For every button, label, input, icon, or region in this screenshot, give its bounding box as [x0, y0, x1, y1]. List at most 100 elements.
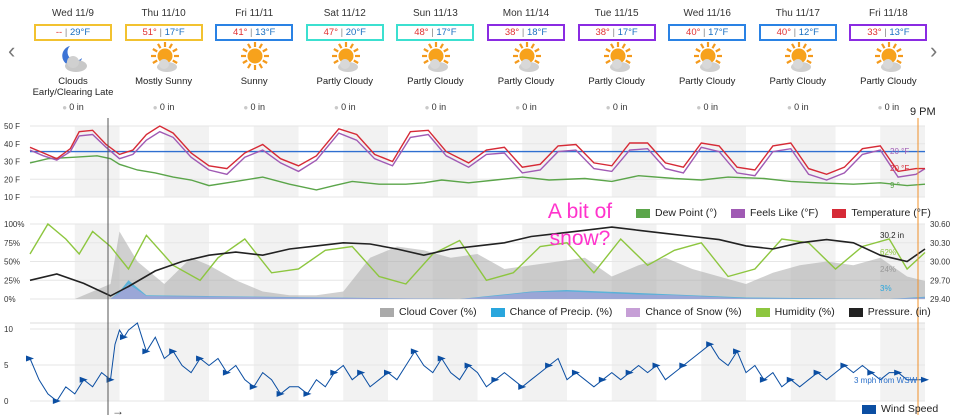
legend-item[interactable]: Wind Speed — [862, 403, 938, 415]
precip-amount: 0 in — [884, 102, 900, 112]
temp-separator: | — [881, 27, 890, 38]
wind-direction-arrow — [840, 362, 849, 369]
condition-text: Mostly Sunny — [135, 76, 193, 87]
wind-direction-arrow — [706, 341, 715, 348]
day-forecast[interactable]: Tue 11/15 38° | 17°F Partly Cloudy ● 0 in — [574, 2, 660, 114]
sun-cloud-icon — [331, 42, 360, 72]
temp-separator: | — [700, 27, 709, 38]
day-forecast[interactable]: Fri 11/18 33° | 13°F Partly Cloudy ● 0 in — [845, 2, 931, 114]
high-temp: 41° — [233, 27, 248, 38]
high-temp: 40° — [686, 27, 701, 38]
wind-direction-arrow — [52, 398, 61, 404]
legend-item[interactable]: Temperature (°F) — [832, 207, 931, 219]
wind-direction-arrow — [249, 383, 258, 390]
legend-swatch — [832, 208, 847, 218]
temp-separator: | — [609, 27, 618, 38]
legend-item[interactable]: Dew Point (°) — [636, 207, 717, 219]
wind-direction-arrow — [410, 348, 419, 355]
wind-direction-arrow — [894, 369, 903, 376]
day-temps: 51° | 17°F — [124, 24, 203, 41]
condition-text: Partly Cloudy — [588, 76, 645, 87]
day-forecast[interactable]: Wed 11/16 40° | 17°F Partly Cloudy ● 0 in — [664, 2, 750, 114]
legend-label: Chance of Snow (%) — [645, 306, 742, 318]
wind-direction-arrow — [652, 362, 661, 369]
precip-row: ● 0 in — [574, 102, 660, 112]
raindrop-icon: ● — [696, 103, 704, 112]
sun-icon — [241, 42, 270, 70]
high-temp: 33° — [867, 27, 882, 38]
wind-direction-arrow — [357, 369, 366, 376]
y-tick-label: 20 F — [4, 175, 20, 184]
day-forecast[interactable]: Sat 11/12 47° | 20°F Partly Cloudy ● 0 in — [302, 2, 388, 114]
high-temp: -- — [55, 27, 63, 38]
day-forecast[interactable]: Mon 11/14 38° | 18°F Partly Cloudy ● 0 in — [483, 2, 569, 114]
high-temp: 38° — [595, 27, 610, 38]
day-date: Tue 11/15 — [594, 8, 639, 19]
wind-direction-arrow — [437, 355, 446, 362]
day-date: Wed 11/9 — [52, 8, 94, 19]
next-arrow-icon[interactable]: › — [930, 38, 938, 63]
sun-cloud-icon — [603, 42, 632, 72]
legend-item[interactable]: Chance of Snow (%) — [626, 306, 742, 318]
precip-row: ● 0 in — [211, 102, 297, 112]
wind-direction-arrow — [921, 376, 929, 383]
y-tick-label: 50% — [4, 258, 20, 267]
day-forecast[interactable]: Thu 11/17 40° | 12°F Partly Cloudy ● 0 in — [755, 2, 841, 114]
low-temp: 13°F — [255, 27, 276, 38]
day-date: Sat 11/12 — [323, 8, 366, 19]
high-temp: 40° — [776, 27, 792, 38]
y-tick-label: 29.40 — [930, 295, 951, 304]
wind-direction-arrow — [813, 369, 822, 376]
sun-cloud-icon — [422, 42, 451, 72]
low-temp: 13°F — [889, 27, 910, 38]
low-temp: 29°F — [69, 27, 91, 38]
wind-direction-arrow — [330, 369, 339, 376]
precip-amount: 0 in — [341, 102, 356, 112]
time-marker-label: 9 PM — [910, 106, 936, 118]
night-band — [343, 323, 388, 401]
prev-arrow-icon[interactable]: ‹ — [8, 38, 16, 63]
y-tick-label: 30.00 — [930, 258, 951, 267]
precip-row: ● 0 in — [302, 102, 388, 112]
condition-text: Partly Cloudy — [316, 76, 374, 87]
temperature-legend: Dew Point (°) Feels Like (°F) Temperature … — [622, 207, 931, 219]
day-date: Fri 11/18 — [869, 8, 908, 19]
wind-direction-arrow — [26, 355, 34, 362]
y-tick-label: 5 — [4, 361, 9, 370]
end-label: 3% — [880, 284, 892, 293]
day-date: Fri 11/11 — [235, 8, 274, 19]
raindrop-icon: ● — [243, 103, 251, 112]
end-label: 9 ° — [890, 181, 900, 190]
precip-row: ● 0 in — [755, 102, 841, 112]
sun-cloud-icon — [784, 42, 813, 72]
precip-row: ● 0 in — [30, 102, 116, 112]
sun-cloud-icon — [513, 42, 541, 72]
low-temp: 17°F — [708, 27, 729, 38]
y-tick-label: 10 — [4, 325, 13, 334]
day-forecast[interactable]: Thu 11/10 51° | 17°F Mostly Sunny ● 0 in — [121, 2, 207, 114]
legend-label: Wind Speed — [881, 403, 939, 415]
raindrop-icon: ● — [424, 103, 432, 112]
legend-item[interactable]: Humidity (%) — [755, 306, 835, 318]
legend-item[interactable]: Chance of Precip. (%) — [490, 306, 612, 318]
day-forecast[interactable]: Fri 11/11 41° | 13°F Sunny ● 0 in — [211, 2, 297, 114]
legend-item[interactable]: Cloud Cover (%) — [380, 306, 477, 318]
wind-direction-arrow — [491, 376, 500, 383]
day-forecast[interactable]: Sun 11/13 48° | 17°F Partly Cloudy ● 0 in — [392, 2, 478, 114]
legend-item[interactable]: Pressure. (in) — [848, 306, 931, 318]
wind-direction-arrow — [169, 348, 178, 355]
high-temp: 51° — [142, 27, 157, 38]
legend-label: Pressure. (in) — [867, 306, 931, 318]
wind-legend: Wind Speed — [848, 403, 938, 415]
legend-swatch — [755, 307, 770, 317]
humidity-legend: Cloud Cover (%) Chance of Precip. (%) Chan… — [366, 306, 931, 318]
night-band — [611, 323, 657, 401]
y-tick-label: 40 F — [4, 140, 20, 149]
low-temp: 17°F — [436, 27, 457, 38]
day-forecast[interactable]: Wed 11/9 -- | 29°F Clouds Early/Clearing L… — [30, 2, 116, 114]
legend-item[interactable]: Feels Like (°F) — [730, 207, 819, 219]
wind-direction-arrow — [518, 383, 527, 390]
night-band — [790, 323, 836, 401]
high-temp: 38° — [504, 27, 520, 38]
legend-label: Feels Like (°F) — [749, 207, 819, 219]
